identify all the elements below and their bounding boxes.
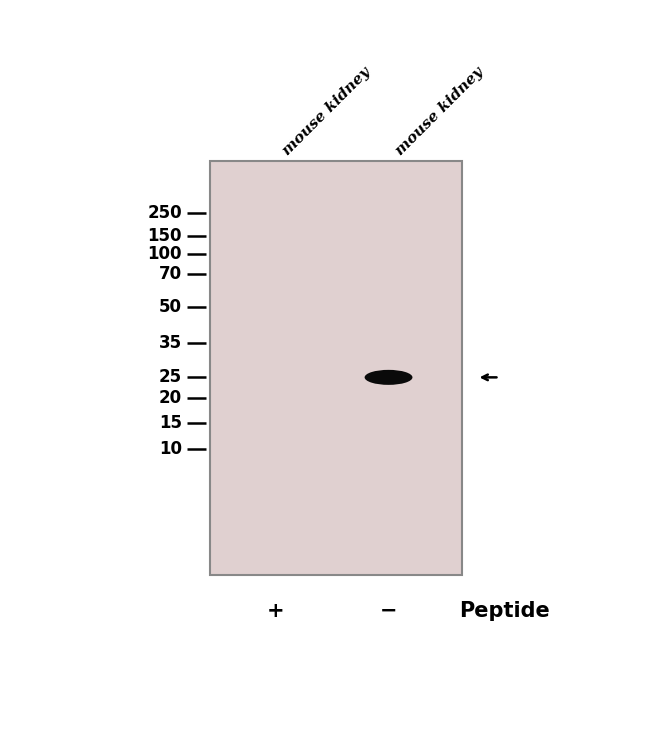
Ellipse shape [365, 370, 413, 385]
Text: Peptide: Peptide [459, 601, 550, 621]
Text: 100: 100 [148, 245, 182, 264]
Text: 25: 25 [159, 368, 182, 386]
Text: −: − [380, 601, 397, 621]
Text: 250: 250 [148, 204, 182, 222]
Text: 70: 70 [159, 265, 182, 283]
Text: +: + [266, 601, 284, 621]
Text: 20: 20 [159, 389, 182, 407]
Text: 150: 150 [148, 227, 182, 244]
Text: 10: 10 [159, 440, 182, 458]
Text: mouse kidney: mouse kidney [393, 65, 487, 158]
Text: 35: 35 [159, 334, 182, 351]
Text: 50: 50 [159, 298, 182, 316]
Text: 15: 15 [159, 414, 182, 432]
Bar [210, 161, 462, 575]
Text: mouse kidney: mouse kidney [280, 65, 373, 158]
